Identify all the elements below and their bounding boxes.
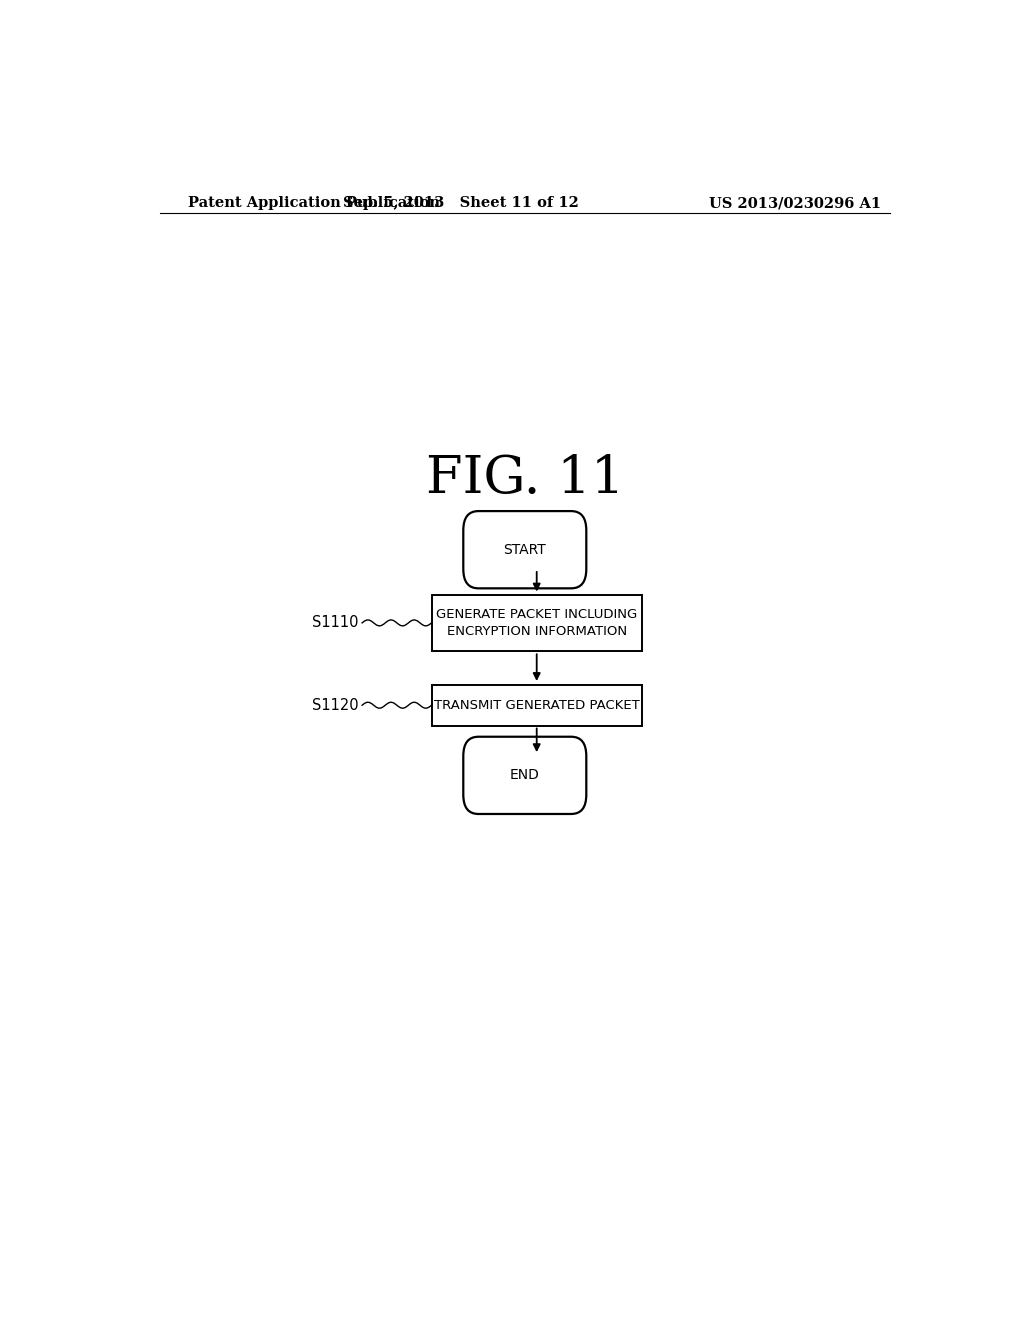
Text: FIG. 11: FIG. 11 <box>426 453 624 504</box>
Text: US 2013/0230296 A1: US 2013/0230296 A1 <box>709 197 881 210</box>
Text: START: START <box>504 543 546 557</box>
Text: TRANSMIT GENERATED PACKET: TRANSMIT GENERATED PACKET <box>434 698 640 711</box>
Bar <box>431 685 642 726</box>
Text: Patent Application Publication: Patent Application Publication <box>187 197 439 210</box>
FancyBboxPatch shape <box>463 737 587 814</box>
Text: S1120: S1120 <box>311 698 358 713</box>
FancyBboxPatch shape <box>463 511 587 589</box>
Text: Sep. 5, 2013   Sheet 11 of 12: Sep. 5, 2013 Sheet 11 of 12 <box>343 197 580 210</box>
Text: GENERATE PACKET INCLUDING
ENCRYPTION INFORMATION: GENERATE PACKET INCLUDING ENCRYPTION INF… <box>436 609 637 638</box>
Bar <box>431 595 642 651</box>
Text: S1110: S1110 <box>311 615 358 631</box>
Text: END: END <box>510 768 540 783</box>
